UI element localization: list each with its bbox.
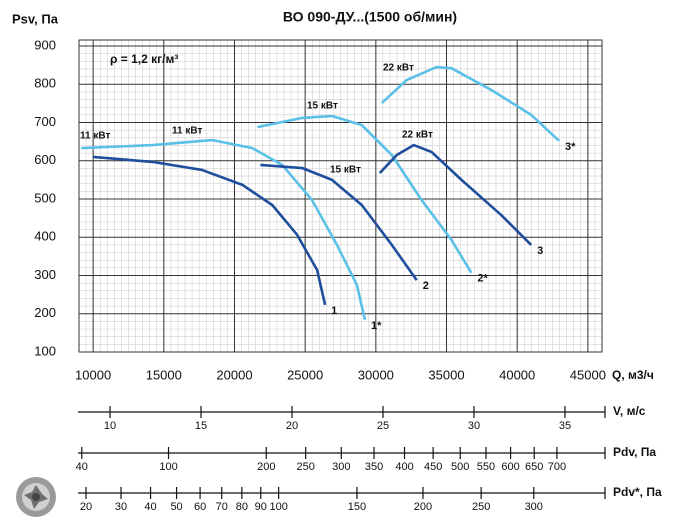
scale-tick-label: 300 [525,501,543,513]
scale-tick-label: 200 [414,501,432,513]
scale-tick-label: 40 [76,461,88,473]
scale-tick-label: 100 [159,461,177,473]
scale-tick-label: 250 [296,461,314,473]
scale-tick-label: 100 [269,501,287,513]
scale-tick-label: 80 [236,501,248,513]
y-tick-label: 700 [34,114,56,129]
scale-tick-label: 35 [559,420,571,432]
x-tick-label: 10000 [75,367,111,382]
annotation: ρ = 1,2 кг/м³ [110,52,178,66]
annotation: 11 кВт [172,126,202,137]
scale-tick-label: 250 [472,501,490,513]
scale-label: Pdv, Па [613,445,656,459]
y-axis-label: Psv, Па [12,11,59,26]
y-tick-label: 800 [34,76,56,91]
y-tick-label: 600 [34,152,56,167]
curve-label: 1 [331,305,337,317]
scale-tick-label: 50 [170,501,182,513]
scale-tick-label: 70 [216,501,228,513]
scale-tick-label: 20 [80,501,92,513]
scale-tick-label: 350 [365,461,383,473]
curve [380,65,560,142]
scale-tick-label: 30 [468,420,480,432]
curve-label: 3* [565,141,576,153]
x-tick-label: 35000 [428,367,464,382]
plot-frame [78,39,603,353]
scale-tick-label: 90 [255,501,267,513]
chart-title: ВО 090-ДУ...(1500 об/мин) [283,9,457,25]
scale-label: Pdv*, Па [613,485,662,499]
scale-tick-label: 15 [195,420,207,432]
scale-tick-label: 60 [194,501,206,513]
scale-tick-label: 20 [286,420,298,432]
x-tick-label: 40000 [499,367,535,382]
scale-tick-label: 700 [548,461,566,473]
curve [257,114,473,274]
annotation: 22 кВт [383,63,414,74]
scale-tick-label: 10 [104,420,116,432]
x-tick-label: 25000 [287,367,323,382]
curve [378,143,533,246]
annotation: 22 кВт [402,130,433,141]
scale-tick-label: 25 [377,420,389,432]
scale-tick-label: 30 [115,501,127,513]
fan-icon [16,477,56,517]
curve-label: 1* [371,320,382,332]
y-tick-label: 500 [34,190,56,205]
x-tick-label: 15000 [146,367,182,382]
x-tick-label: 30000 [358,367,394,382]
scale-label: V, м/с [613,404,646,418]
scale-tick-label: 650 [525,461,543,473]
scale-tick-label: 150 [348,501,366,513]
y-tick-label: 900 [34,37,56,52]
x-axis-label: Q, м3/ч [612,368,654,382]
annotation: 11 кВт [80,131,110,142]
y-tick-label: 200 [34,305,56,320]
scale-tick-label: 550 [477,461,495,473]
scale-tick-label: 500 [451,461,469,473]
scale-tick-label: 200 [257,461,275,473]
scale-tick-label: 450 [424,461,442,473]
y-tick-label: 300 [34,267,56,282]
annotation: 15 кВт [307,101,338,112]
annotation: 15 кВт [330,165,361,176]
curve-label: 3 [537,245,543,257]
curve [93,155,327,306]
scale-tick-label: 300 [332,461,350,473]
curve-label: 2* [477,273,488,285]
y-tick-label: 100 [34,343,56,358]
x-tick-label: 20000 [216,367,252,382]
y-tick-label: 400 [34,229,56,244]
scale-tick-label: 400 [395,461,413,473]
x-tick-label: 45000 [570,367,606,382]
curve [260,163,418,281]
curve [81,138,367,321]
scale-tick-label: 600 [501,461,519,473]
scale-tick-label: 40 [144,501,156,513]
curve-label: 2 [423,280,429,292]
